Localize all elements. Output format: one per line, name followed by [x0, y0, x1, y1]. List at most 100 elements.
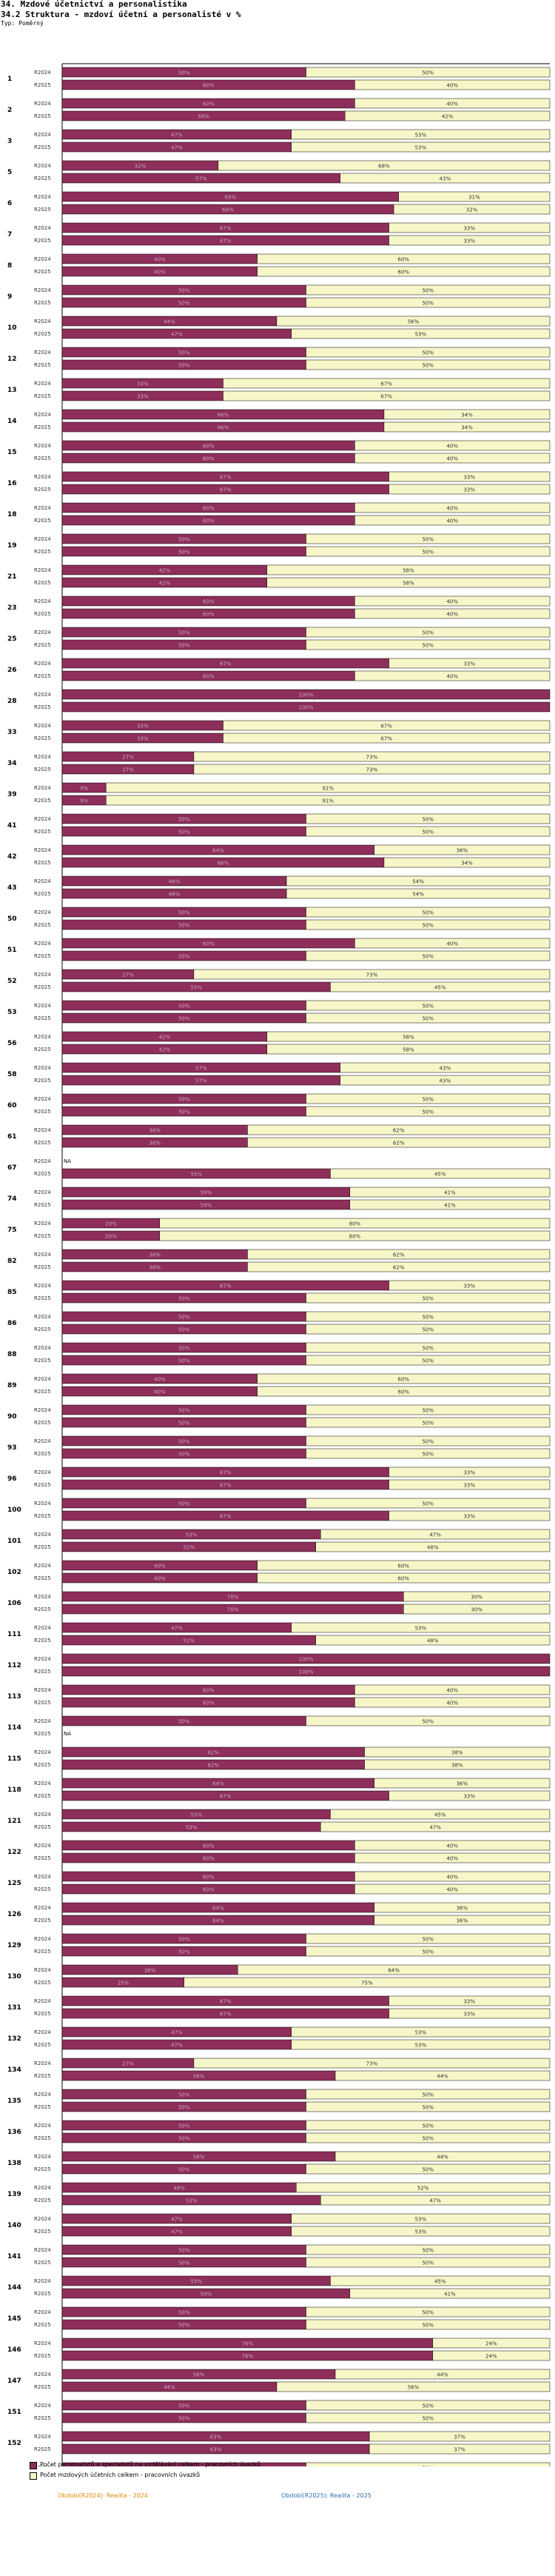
- group-label: 151: [7, 2409, 21, 2416]
- bar-segment-b: [237, 1964, 551, 1975]
- value-label-a: 56%: [193, 2155, 205, 2160]
- value-label-a: 38%: [149, 1252, 161, 1258]
- group-label: 6: [7, 200, 12, 207]
- period-label: R2024: [34, 1221, 51, 1227]
- bar-segment-b: [383, 857, 551, 868]
- value-label-a: 50%: [178, 1327, 190, 1333]
- bar-segment-b: [291, 129, 551, 140]
- value-label-a: 64%: [212, 1906, 224, 1912]
- period-label: R2024: [34, 1656, 51, 1662]
- group-label: 53: [7, 1009, 17, 1016]
- value-label-a: 64%: [212, 848, 224, 854]
- bar-segment-b: [193, 969, 551, 980]
- period-label: R2025: [34, 487, 51, 493]
- group-label: 7: [7, 231, 12, 238]
- group-label: 106: [7, 1600, 21, 1607]
- period-label: R2024: [34, 598, 51, 604]
- value-label-a: 59%: [201, 1203, 212, 1209]
- bar-segment-b: [257, 1386, 551, 1397]
- bar-segment-b: [388, 1510, 551, 1521]
- value-label-a: 60%: [203, 518, 215, 524]
- period-label: R2025: [34, 1358, 51, 1364]
- bar-segment-b: [306, 67, 551, 78]
- period-label: R2024: [34, 2123, 51, 2129]
- value-label-a: 9%: [80, 786, 88, 792]
- value-label-b: 80%: [349, 1221, 361, 1227]
- period-label: R2025: [34, 922, 51, 928]
- group-label: 147: [7, 2378, 21, 2385]
- period-label: R2025: [34, 1327, 51, 1332]
- value-label-a: 50%: [178, 923, 190, 929]
- period-label: R2025: [34, 300, 51, 306]
- period-label: R2024: [34, 443, 51, 449]
- value-label-a: 70%: [227, 1595, 239, 1601]
- value-label-a: 50%: [178, 288, 190, 294]
- legend-label-a: Počet personalistů a specialistů na vzdě…: [40, 2461, 261, 2468]
- value-label-a: 50%: [178, 817, 190, 823]
- value-label-b: 50%: [422, 630, 434, 636]
- value-label-b: 47%: [429, 1825, 441, 1831]
- value-label-b: 50%: [422, 2167, 434, 2173]
- value-label-a: 67%: [220, 2012, 232, 2018]
- value-label-b: 50%: [422, 2092, 434, 2098]
- value-label-a: 42%: [159, 581, 171, 587]
- value-label-a: 33%: [137, 736, 149, 742]
- value-label-a: 50%: [178, 2260, 190, 2266]
- period-label: R2025: [34, 1513, 51, 1519]
- value-label-b: 40%: [446, 456, 458, 462]
- period-label: R2024: [34, 1936, 51, 1942]
- value-label-a: 42%: [159, 1035, 171, 1041]
- value-label-a: 52%: [184, 1638, 195, 1644]
- period-label: R2024: [34, 1967, 51, 1973]
- bar-segment-b: [257, 1373, 551, 1384]
- value-label-b: 64%: [388, 1968, 400, 1974]
- bar-segment-b: [193, 764, 551, 775]
- bar-segment-b: [291, 2213, 551, 2224]
- value-label-a: 40%: [154, 270, 166, 276]
- period-label: R2025: [34, 1762, 51, 1768]
- group-label: 115: [7, 1755, 21, 1763]
- bar-segment-b: [383, 409, 551, 420]
- period-label: R2024: [34, 1407, 51, 1413]
- value-label-b: 50%: [422, 1327, 434, 1333]
- value-label-a: 67%: [220, 1999, 232, 2005]
- value-label-a: 47%: [171, 1626, 183, 1632]
- value-label-b: 47%: [429, 2198, 441, 2204]
- value-label-b: 58%: [403, 1047, 414, 1053]
- value-label-a: 100%: [298, 693, 313, 698]
- value-label-a: 50%: [178, 954, 190, 960]
- value-label-a: 60%: [203, 612, 215, 618]
- period-label: R2024: [34, 101, 51, 107]
- period-label: R2025: [34, 1202, 51, 1208]
- value-label-a: 32%: [135, 164, 147, 170]
- bar-segment-a: [61, 2462, 306, 2466]
- group-label: 23: [7, 604, 17, 612]
- period-label: R2025: [34, 984, 51, 990]
- value-label-a: 53%: [186, 1825, 198, 1831]
- type-label: Typ: Poměrný: [1, 20, 44, 27]
- bar-segment-b: [306, 1000, 551, 1011]
- value-label-b: 67%: [380, 736, 392, 742]
- group-label: 101: [7, 1538, 21, 1545]
- bar-segment-b: [388, 1995, 551, 2006]
- period-label: R2024: [34, 661, 51, 667]
- bar-segment-b: [306, 2101, 551, 2112]
- period-label: R2025: [34, 1047, 51, 1052]
- value-label-a: 44%: [164, 319, 175, 325]
- value-label-b: 53%: [415, 2043, 427, 2049]
- bar-segment-b: [340, 173, 551, 184]
- value-label-b: 50%: [422, 2105, 434, 2111]
- bar-segment-b: [291, 2226, 551, 2237]
- period-label: R2024: [34, 2216, 51, 2222]
- bar-segment-b: [374, 1902, 551, 1913]
- group-label: 75: [7, 1227, 17, 1234]
- value-label-a: 36%: [144, 1968, 156, 1974]
- bar-segment-b: [306, 1324, 551, 1335]
- bar-segment-b: [388, 235, 551, 246]
- value-label-b: 40%: [446, 1688, 458, 1694]
- value-label-b: 37%: [454, 2435, 465, 2440]
- value-label-a: 67%: [220, 1483, 232, 1489]
- bar-segment-b: [330, 1809, 551, 1820]
- group-label: 140: [7, 2222, 21, 2229]
- value-label-b: 44%: [437, 2372, 448, 2378]
